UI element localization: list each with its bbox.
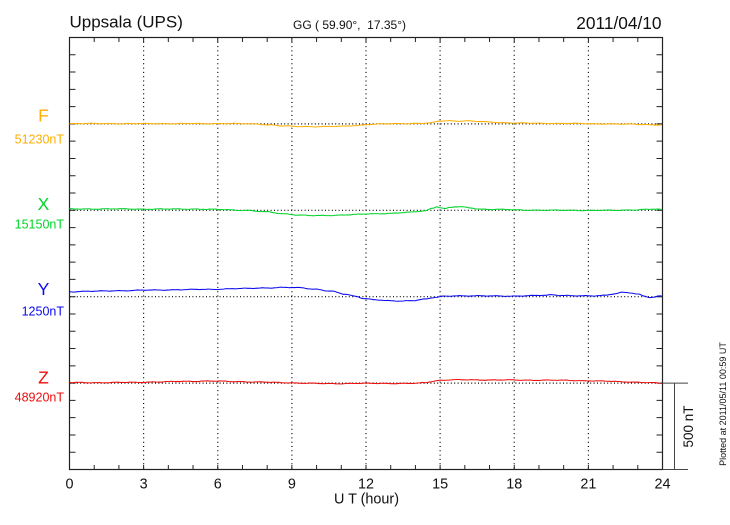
svg-text:Z: Z <box>38 367 49 387</box>
svg-text:GG ( 59.90°, 17.35°): GG ( 59.90°, 17.35°) <box>293 18 406 32</box>
svg-text:U T (hour): U T (hour) <box>334 492 399 508</box>
svg-text:2011/04/10: 2011/04/10 <box>576 13 661 33</box>
svg-text:9: 9 <box>288 476 296 492</box>
svg-text:15150nT: 15150nT <box>15 217 65 231</box>
svg-text:3: 3 <box>140 476 148 492</box>
svg-text:24: 24 <box>654 476 670 492</box>
svg-text:0: 0 <box>65 476 73 492</box>
svg-text:Plotted at 2011/05/11 00:59 UT: Plotted at 2011/05/11 00:59 UT <box>718 342 728 466</box>
svg-text:500 nT: 500 nT <box>681 405 696 447</box>
svg-text:48920nT: 48920nT <box>15 391 65 405</box>
svg-text:6: 6 <box>214 476 222 492</box>
svg-text:15: 15 <box>432 476 448 492</box>
svg-text:51230nT: 51230nT <box>15 133 65 147</box>
svg-text:21: 21 <box>580 476 596 492</box>
svg-text:X: X <box>38 194 50 214</box>
svg-text:Uppsala (UPS): Uppsala (UPS) <box>70 13 183 32</box>
svg-text:F: F <box>38 106 49 126</box>
svg-text:12: 12 <box>358 476 374 492</box>
svg-text:1250nT: 1250nT <box>22 305 65 319</box>
svg-text:Y: Y <box>38 279 50 299</box>
svg-text:18: 18 <box>506 476 522 492</box>
